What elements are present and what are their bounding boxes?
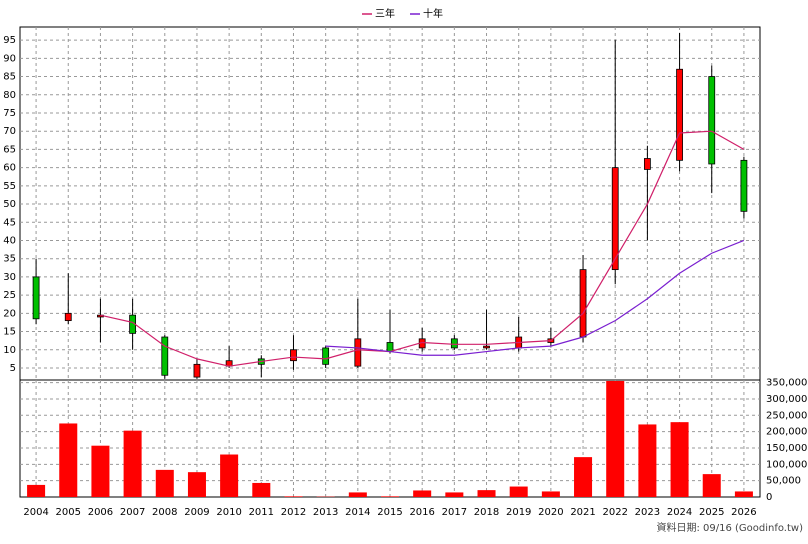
volume-bar: [220, 455, 238, 497]
volume-bar: [413, 490, 431, 497]
candle-body: [323, 348, 329, 364]
legend-label: 三年: [375, 7, 395, 20]
candle-body: [709, 77, 715, 164]
volume-bar: [252, 483, 270, 497]
legend-label: 十年: [423, 7, 443, 20]
y2-tick-label: 100,000: [766, 459, 807, 470]
volume-bar: [188, 472, 206, 497]
annotation: 資料日期: 09/16 (Goodinfo.tw): [656, 521, 803, 534]
volume-bar: [91, 446, 109, 497]
x-tick-label: 2023: [635, 507, 660, 518]
x-tick-label: 2020: [538, 507, 563, 518]
volume-bar: [478, 490, 496, 497]
y-tick-label: 30: [3, 272, 16, 283]
candle-body: [33, 277, 39, 319]
volume-bar: [542, 491, 560, 497]
candle-body: [644, 159, 650, 170]
y2-tick-label: 300,000: [766, 394, 807, 405]
y-tick-label: 10: [3, 345, 16, 356]
candle-body: [290, 350, 296, 361]
x-tick-label: 2019: [506, 507, 531, 518]
x-tick-label: 2016: [409, 507, 434, 518]
volume-bar: [671, 422, 689, 497]
volume-bar: [445, 492, 463, 497]
candle-body: [387, 342, 393, 351]
y-tick-label: 20: [3, 308, 16, 319]
volume-bar: [124, 431, 142, 497]
y2-tick-label: 50,000: [766, 476, 801, 487]
y-tick-label: 35: [3, 254, 16, 265]
y-tick-label: 70: [3, 126, 16, 137]
x-tick-label: 2025: [699, 507, 724, 518]
x-tick-label: 2014: [345, 507, 370, 518]
candle-body: [162, 337, 168, 375]
y-tick-label: 15: [3, 327, 16, 338]
y-tick-label: 65: [3, 144, 16, 155]
y-tick-label: 90: [3, 53, 16, 64]
candle-body: [65, 313, 71, 320]
y-tick-label: 85: [3, 72, 16, 83]
x-tick-label: 2013: [313, 507, 338, 518]
x-tick-label: 2024: [667, 507, 692, 518]
y-tick-label: 80: [3, 90, 16, 101]
y-tick-label: 45: [3, 217, 16, 228]
volume-bar: [510, 487, 528, 497]
x-tick-label: 2015: [377, 507, 402, 518]
y-tick-label: 95: [3, 35, 16, 46]
candle-body: [580, 270, 586, 337]
x-tick-label: 2011: [249, 507, 274, 518]
y-tick-label: 75: [3, 108, 16, 119]
candle-body: [451, 339, 457, 348]
y2-tick-label: 0: [766, 492, 772, 503]
x-tick-label: 2006: [88, 507, 113, 518]
volume-bar: [703, 474, 721, 497]
volume-bar: [156, 470, 174, 497]
volume-bar: [574, 457, 592, 497]
y2-tick-label: 150,000: [766, 443, 807, 454]
candle-body: [355, 339, 361, 366]
y-tick-label: 60: [3, 163, 16, 174]
candle-body: [484, 346, 490, 348]
y2-tick-label: 250,000: [766, 410, 807, 421]
candle-body: [194, 364, 200, 377]
x-tick-label: 2018: [474, 507, 499, 518]
volume-bar: [284, 496, 302, 497]
y2-tick-label: 350,000: [766, 378, 807, 389]
y-tick-label: 55: [3, 181, 16, 192]
volume-bar: [27, 485, 45, 497]
y-tick-label: 50: [3, 199, 16, 210]
volume-bar: [638, 424, 656, 497]
candle-body: [677, 69, 683, 160]
x-tick-label: 2004: [23, 507, 48, 518]
x-tick-label: 2022: [602, 507, 627, 518]
volume-bar: [381, 496, 399, 497]
x-tick-label: 2021: [570, 507, 595, 518]
volume-bar: [735, 491, 753, 497]
volume-bar: [606, 381, 624, 497]
x-tick-label: 2026: [731, 507, 756, 518]
x-tick-label: 2010: [216, 507, 241, 518]
x-tick-label: 2008: [152, 507, 177, 518]
x-tick-label: 2012: [281, 507, 306, 518]
volume-bar: [349, 492, 367, 497]
y-tick-label: 5: [10, 363, 16, 374]
candle-body: [741, 160, 747, 211]
y2-tick-label: 200,000: [766, 427, 807, 438]
y-tick-label: 25: [3, 290, 16, 301]
y-tick-label: 40: [3, 235, 16, 246]
x-tick-label: 2017: [442, 507, 467, 518]
x-tick-label: 2005: [56, 507, 81, 518]
x-tick-label: 2009: [184, 507, 209, 518]
volume-bar: [59, 423, 77, 497]
x-tick-label: 2007: [120, 507, 145, 518]
